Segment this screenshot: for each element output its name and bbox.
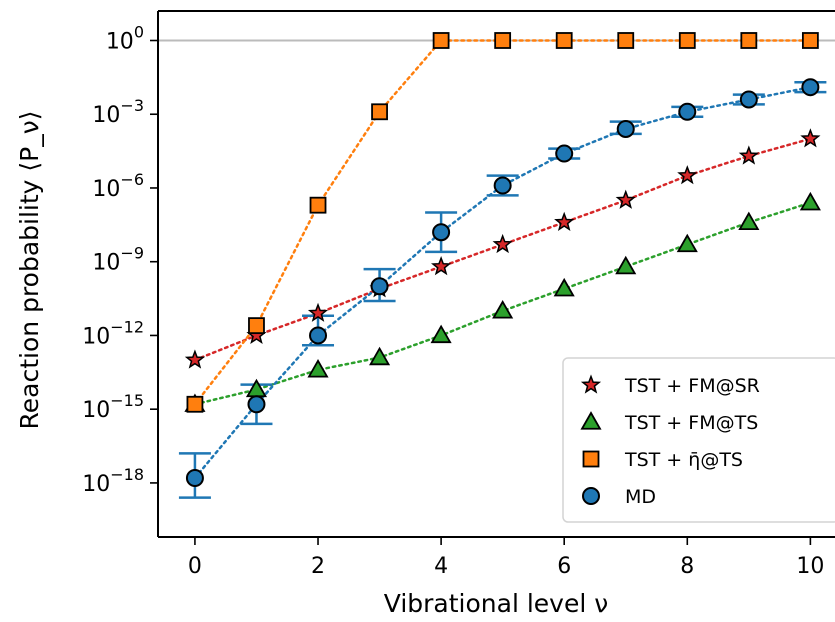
data-point-star bbox=[615, 189, 636, 209]
series-line-star bbox=[193, 137, 812, 362]
x-tick-label: 8 bbox=[680, 554, 694, 579]
y-axis-label: Reaction probability ⟨P_ν⟩ bbox=[15, 111, 44, 430]
series-line-circle bbox=[193, 85, 812, 480]
y-tick-label: 10−15 bbox=[82, 391, 144, 423]
y-tick-label: 10−3 bbox=[92, 96, 144, 128]
data-point-square bbox=[432, 32, 450, 49]
data-point-triangle bbox=[676, 233, 698, 253]
data-point-circle bbox=[309, 326, 328, 345]
data-point-triangle bbox=[430, 324, 452, 344]
data-point-circle bbox=[247, 395, 266, 414]
data-point-star bbox=[554, 211, 575, 231]
data-point-square bbox=[494, 32, 512, 49]
data-point-triangle bbox=[553, 277, 575, 297]
data-point-triangle bbox=[738, 211, 760, 231]
x-tick-label: 4 bbox=[434, 554, 448, 579]
data-point-star bbox=[307, 302, 329, 322]
x-axis-label: Vibrational level ν bbox=[384, 589, 608, 618]
data-point-star bbox=[492, 233, 513, 254]
data-point-square bbox=[678, 32, 696, 49]
data-point-star bbox=[184, 349, 206, 369]
data-point-triangle bbox=[369, 346, 391, 366]
y-tick-label: 100 bbox=[106, 22, 144, 54]
legend-marker-square bbox=[582, 450, 600, 468]
data-point-circle bbox=[555, 144, 574, 163]
y-tick-label: 10−18 bbox=[82, 465, 144, 497]
data-point-square bbox=[186, 395, 204, 413]
axis-labels-layer: Vibrational level ν Reaction probability… bbox=[15, 111, 608, 618]
legend-marker-circle bbox=[582, 487, 600, 505]
data-point-square bbox=[801, 32, 819, 49]
data-point-circle bbox=[432, 223, 451, 242]
x-tick-label: 10 bbox=[796, 554, 824, 579]
series-line-triangle bbox=[193, 201, 812, 406]
legend-label: TST + FM@SR bbox=[624, 375, 760, 397]
legend-box bbox=[562, 357, 835, 523]
data-point-circle bbox=[678, 102, 697, 121]
y-tick-label: 10−12 bbox=[82, 317, 144, 349]
y-tick-label: 10−6 bbox=[92, 170, 144, 202]
data-point-circle bbox=[801, 78, 820, 97]
x-tick-label: 0 bbox=[188, 554, 202, 579]
data-point-triangle bbox=[245, 378, 268, 398]
data-point-star bbox=[431, 256, 452, 276]
ticks-layer: 0 2 4 6 8 10 100 10−3 10−6 10−9 10−12 10−15 10−18 bbox=[82, 22, 824, 579]
data-point-square bbox=[248, 317, 265, 335]
axes-layer bbox=[157, 10, 835, 538]
legend: TST + FM@SR TST + FM@TS TST + η̄@TS MD bbox=[562, 357, 835, 523]
data-point-triangle bbox=[307, 359, 329, 378]
data-point-triangle bbox=[799, 191, 821, 211]
data-point-circle bbox=[370, 277, 389, 296]
x-tick-label: 6 bbox=[557, 554, 571, 579]
legend-label: MD bbox=[625, 486, 656, 508]
data-point-square bbox=[555, 32, 573, 49]
data-point-star bbox=[738, 145, 759, 165]
legend-marker-triangle bbox=[580, 411, 602, 430]
data-point-triangle bbox=[492, 300, 514, 319]
data-point-square bbox=[371, 103, 388, 121]
data-point-square bbox=[617, 32, 635, 49]
x-tick-label: 2 bbox=[311, 554, 325, 579]
y-tick-label: 10−9 bbox=[92, 244, 144, 276]
data-point-star bbox=[677, 165, 698, 185]
series-line-square bbox=[193, 39, 812, 406]
data-point-circle bbox=[185, 469, 204, 488]
data-point-circle bbox=[493, 176, 512, 195]
data-point-star bbox=[800, 128, 821, 148]
data-point-circle bbox=[739, 90, 758, 109]
legend-marker-star bbox=[580, 374, 602, 394]
legend-label: TST + FM@TS bbox=[624, 412, 758, 434]
legend-label: TST + η̄@TS bbox=[624, 449, 743, 471]
data-point-triangle bbox=[615, 255, 637, 275]
data-point-circle bbox=[616, 119, 635, 138]
data-point-square bbox=[740, 32, 758, 49]
data-point-square bbox=[309, 196, 327, 214]
markers-layer bbox=[184, 32, 821, 488]
